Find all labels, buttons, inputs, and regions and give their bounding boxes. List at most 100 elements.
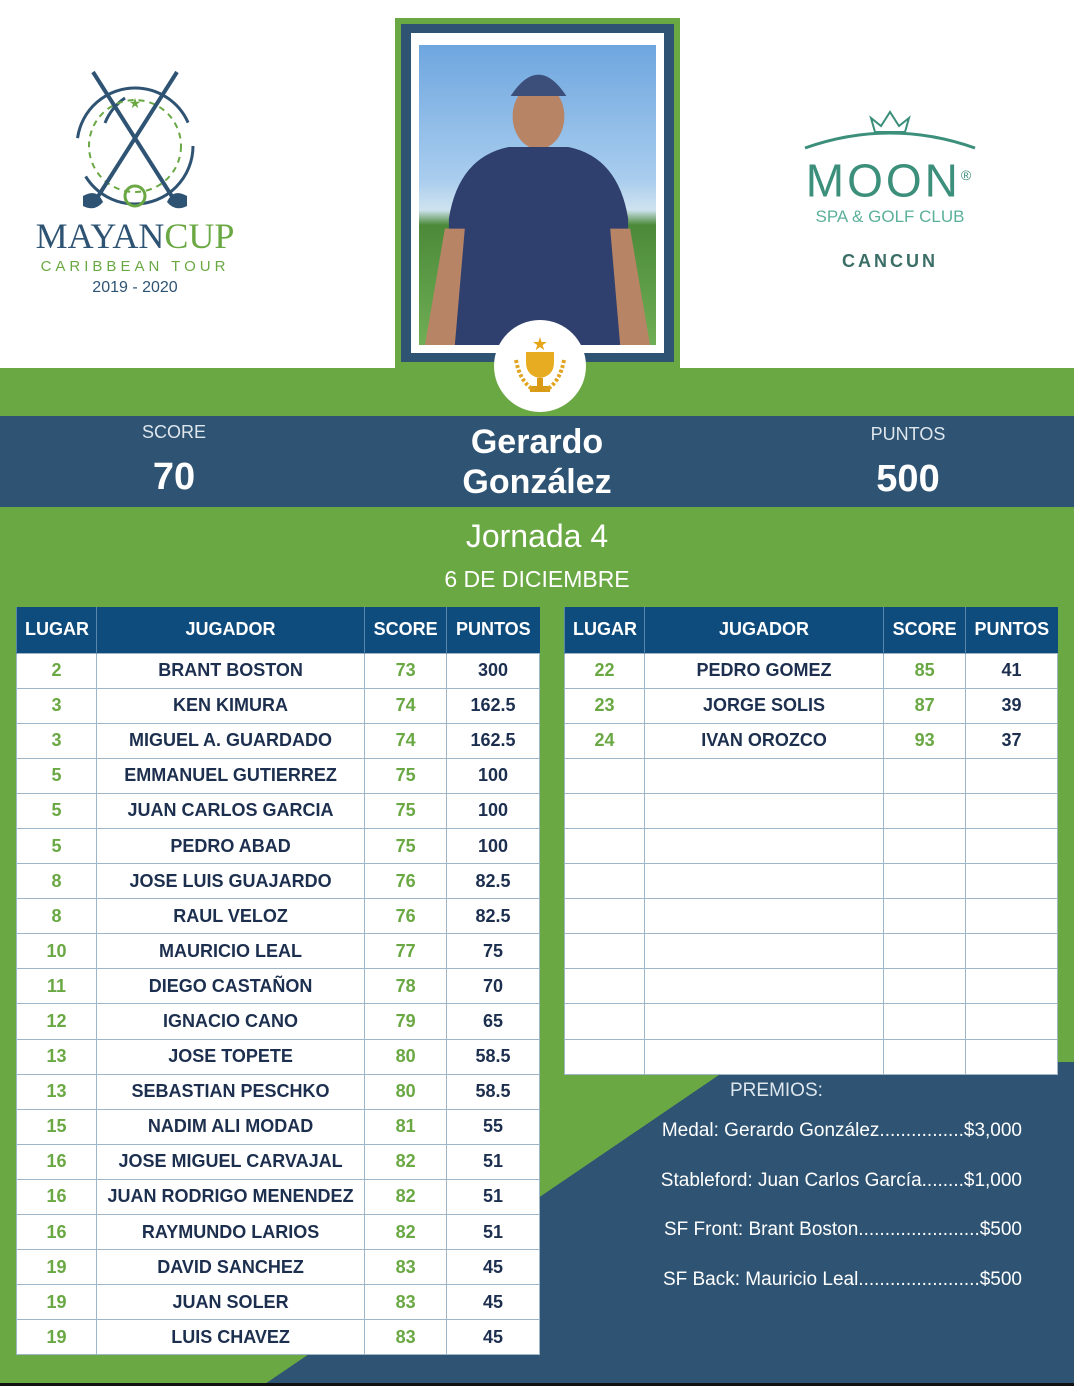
cell-lugar: 13 xyxy=(16,1073,97,1110)
table-row: 11 DIEGO CASTAÑON 78 70 xyxy=(16,968,540,1005)
cell-jugador: JOSE TOPETE xyxy=(95,1038,366,1075)
table-row: 2 BRANT BOSTON 73 300 xyxy=(16,652,540,689)
cell-jugador: PEDRO GOMEZ xyxy=(643,652,885,689)
cell-jugador: JUAN RODRIGO MENENDEZ xyxy=(95,1178,366,1216)
table-row: 15 NADIM ALI MODAD 81 55 xyxy=(16,1108,540,1145)
table-row xyxy=(564,757,1058,794)
cell-puntos: 45 xyxy=(446,1319,540,1356)
cell-jugador xyxy=(643,1038,885,1075)
trophy-badge: ★ xyxy=(494,320,586,412)
cell-lugar: 19 xyxy=(16,1249,97,1286)
cell-lugar: 8 xyxy=(16,898,97,935)
cell-score: 80 xyxy=(364,1038,448,1075)
cell-score: 87 xyxy=(883,687,967,724)
cell-jugador: JUAN SOLER xyxy=(95,1284,366,1321)
cell-score: 80 xyxy=(364,1073,448,1110)
table-row xyxy=(564,1038,1058,1075)
brand-cup: CUP xyxy=(164,216,235,256)
moon-logo: MOON® SPA & GOLF CLUB CANCUN xyxy=(780,108,1000,272)
cell-score: 83 xyxy=(364,1284,448,1321)
cell-puntos: 51 xyxy=(446,1178,540,1216)
cell-puntos xyxy=(965,863,1058,900)
cell-score: 82 xyxy=(364,1178,448,1216)
col-puntos: PUNTOS xyxy=(446,607,540,653)
cell-puntos xyxy=(965,898,1058,935)
cell-puntos: 39 xyxy=(965,687,1058,724)
cell-lugar: 5 xyxy=(16,827,97,865)
cell-jugador xyxy=(643,827,885,865)
cell-puntos: 162.5 xyxy=(446,687,540,724)
cell-jugador xyxy=(643,968,885,1005)
prize-item: SF Front: Brant Boston..................… xyxy=(664,1219,1022,1240)
cell-puntos: 45 xyxy=(446,1284,540,1321)
results-table-right: LUGAR JUGADOR SCORE PUNTOS 22 PEDRO GOMEZ… xyxy=(564,607,1058,1075)
svg-text:★: ★ xyxy=(129,95,142,111)
cell-lugar: 16 xyxy=(16,1178,97,1216)
cell-lugar: 15 xyxy=(16,1108,97,1145)
table-row: 19 DAVID SANCHEZ 83 45 xyxy=(16,1249,540,1286)
points-label: PUNTOS xyxy=(870,424,946,444)
cell-jugador: DIEGO CASTAÑON xyxy=(95,968,366,1005)
winner-score: 70 xyxy=(152,456,196,498)
bottom-edge xyxy=(0,1383,1074,1386)
table-row: 8 JOSE LUIS GUAJARDO 76 82.5 xyxy=(16,863,540,900)
cell-jugador xyxy=(643,933,885,970)
cell-score xyxy=(883,792,967,829)
cell-puntos: 100 xyxy=(446,757,540,794)
cell-score xyxy=(883,1003,967,1040)
cell-jugador xyxy=(643,757,885,794)
logo-years: 2019 - 2020 xyxy=(92,279,178,296)
cell-lugar xyxy=(564,827,645,865)
cell-puntos: 82.5 xyxy=(446,898,540,935)
table-row: 3 MIGUEL A. GUARDADO 74 162.5 xyxy=(16,722,540,759)
table-row: 24 IVAN OROZCO 93 37 xyxy=(564,722,1058,759)
cell-jugador: EMMANUEL GUTIERREZ xyxy=(95,757,366,794)
cell-jugador: PEDRO ABAD xyxy=(95,827,366,865)
cell-jugador: RAYMUNDO LARIOS xyxy=(95,1213,366,1251)
cell-lugar: 5 xyxy=(16,757,97,794)
cell-puntos: 100 xyxy=(446,827,540,865)
cell-lugar: 11 xyxy=(16,968,97,1005)
cell-puntos: 75 xyxy=(446,933,540,970)
cell-lugar: 3 xyxy=(16,687,97,724)
cell-lugar xyxy=(564,1038,645,1075)
prize-item: SF Back: Mauricio Leal..................… xyxy=(662,1268,1022,1290)
prize-item: Medal: Gerardo González................$… xyxy=(661,1120,1022,1141)
cell-jugador: LUIS CHAVEZ xyxy=(95,1319,366,1356)
cell-lugar: 12 xyxy=(16,1003,97,1040)
table-row: 12 IGNACIO CANO 79 65 xyxy=(16,1003,540,1040)
table-row xyxy=(564,863,1058,900)
table-row: 10 MAURICIO LEAL 77 75 xyxy=(16,933,540,970)
cell-jugador: JOSE MIGUEL CARVAJAL xyxy=(95,1143,366,1180)
mayan-cup-logo: ★ MAYANCUP CARIBBEAN TOUR 2019 - 2020 xyxy=(20,68,250,308)
moon-subtitle: SPA & GOLF CLUB xyxy=(815,207,965,227)
table-row xyxy=(564,1003,1058,1040)
cell-score: 79 xyxy=(364,1003,448,1040)
svg-text:★: ★ xyxy=(532,334,548,354)
cell-jugador xyxy=(643,792,885,829)
round-date: 6 DE DICIEMBRE xyxy=(444,566,630,592)
cell-score: 83 xyxy=(364,1249,448,1286)
cell-jugador: JOSE LUIS GUAJARDO xyxy=(95,863,366,900)
col-score: SCORE xyxy=(883,607,966,653)
col-puntos: PUNTOS xyxy=(965,607,1058,653)
table-row: 8 RAUL VELOZ 76 82.5 xyxy=(16,898,540,935)
cell-puntos: 65 xyxy=(446,1003,540,1040)
table-row: 3 KEN KIMURA 74 162.5 xyxy=(16,687,540,724)
cell-score: 77 xyxy=(364,933,448,970)
col-jugador: JUGADOR xyxy=(643,607,884,653)
table-row: 16 JOSE MIGUEL CARVAJAL 82 51 xyxy=(16,1143,540,1180)
table-row xyxy=(564,898,1058,935)
cell-score: 82 xyxy=(364,1213,448,1251)
cell-lugar xyxy=(564,1003,645,1040)
cell-lugar: 13 xyxy=(16,1038,97,1075)
table-row: 5 PEDRO ABAD 75 100 xyxy=(16,827,540,865)
cell-puntos xyxy=(965,1003,1058,1040)
cell-jugador: RAUL VELOZ xyxy=(95,898,366,935)
cell-lugar xyxy=(564,933,645,970)
cell-lugar: 3 xyxy=(16,722,97,759)
cell-score: 83 xyxy=(364,1319,448,1356)
cell-score xyxy=(883,933,967,970)
cell-score: 82 xyxy=(364,1143,448,1180)
cell-puntos: 51 xyxy=(446,1143,540,1180)
